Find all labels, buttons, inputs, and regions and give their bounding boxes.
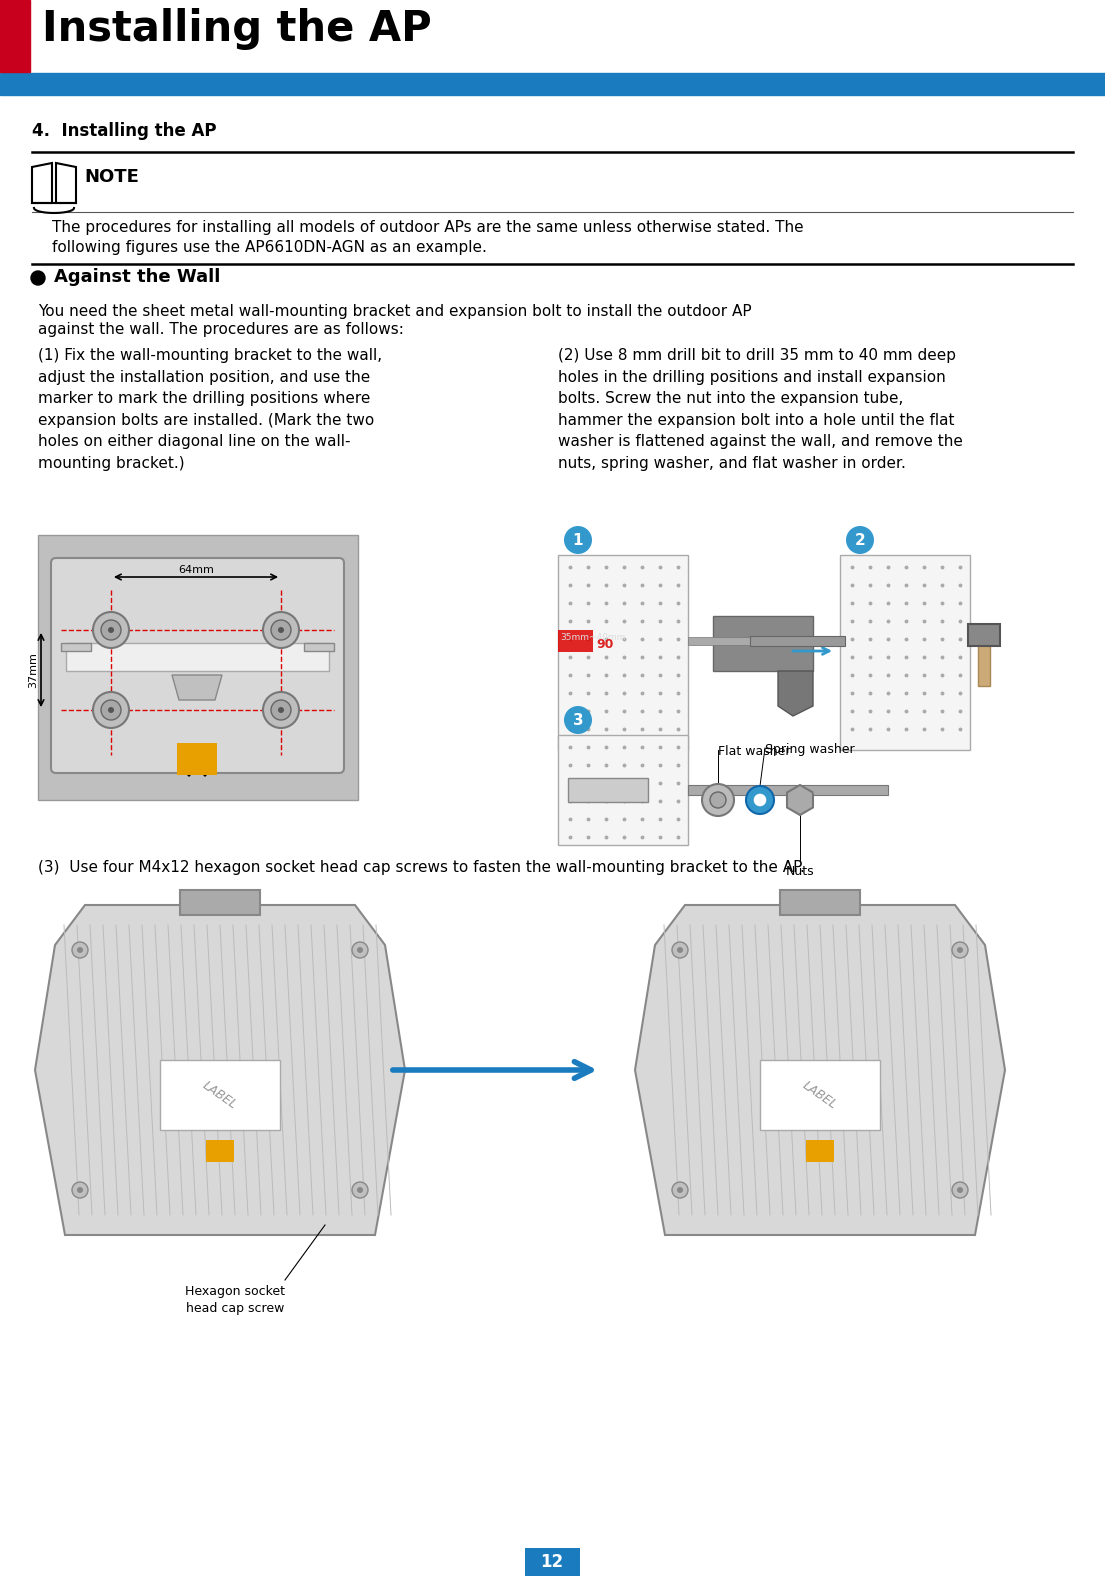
Bar bbox=[806, 1140, 834, 1162]
Bar bbox=[568, 777, 648, 803]
Circle shape bbox=[271, 621, 291, 640]
Text: The procedures for installing all models of outdoor APs are the same unless othe: The procedures for installing all models… bbox=[52, 220, 803, 234]
Bar bbox=[558, 630, 593, 652]
Bar bbox=[0, 73, 1105, 95]
Circle shape bbox=[77, 1187, 83, 1194]
Bar bbox=[750, 636, 845, 646]
Bar bbox=[780, 890, 860, 915]
Circle shape bbox=[953, 1183, 968, 1198]
Polygon shape bbox=[635, 905, 1006, 1235]
Circle shape bbox=[271, 700, 291, 720]
Bar bbox=[978, 625, 990, 685]
Circle shape bbox=[108, 627, 114, 633]
Circle shape bbox=[263, 692, 299, 728]
Circle shape bbox=[263, 613, 299, 647]
Circle shape bbox=[957, 947, 962, 953]
Text: Against the Wall: Against the Wall bbox=[54, 268, 220, 287]
Text: Nuts: Nuts bbox=[786, 864, 814, 879]
Polygon shape bbox=[32, 163, 52, 203]
Text: 35mm~40mm: 35mm~40mm bbox=[560, 633, 625, 643]
Circle shape bbox=[564, 706, 592, 735]
Circle shape bbox=[278, 708, 284, 712]
Text: 2: 2 bbox=[854, 532, 865, 548]
Bar bbox=[688, 785, 888, 795]
Polygon shape bbox=[778, 671, 813, 716]
Circle shape bbox=[746, 787, 773, 814]
Polygon shape bbox=[56, 163, 76, 203]
Text: You need the sheet metal wall-mounting bracket and expansion bolt to install the: You need the sheet metal wall-mounting b… bbox=[38, 304, 751, 320]
Bar bbox=[760, 1061, 880, 1130]
Text: 1: 1 bbox=[572, 532, 583, 548]
Bar bbox=[558, 735, 688, 845]
Text: Installing the AP: Installing the AP bbox=[42, 8, 432, 51]
Circle shape bbox=[352, 1183, 368, 1198]
Circle shape bbox=[564, 526, 592, 554]
Circle shape bbox=[357, 1187, 364, 1194]
Polygon shape bbox=[35, 905, 406, 1235]
Bar bbox=[840, 556, 970, 750]
Circle shape bbox=[846, 526, 874, 554]
Bar bbox=[61, 643, 91, 651]
Circle shape bbox=[711, 792, 726, 807]
Circle shape bbox=[352, 942, 368, 958]
Circle shape bbox=[77, 947, 83, 953]
Text: (1) Fix the wall-mounting bracket to the wall,
adjust the installation position,: (1) Fix the wall-mounting bracket to the… bbox=[38, 348, 382, 472]
Text: LABEL: LABEL bbox=[200, 1078, 240, 1111]
Text: 4.  Installing the AP: 4. Installing the AP bbox=[32, 122, 217, 139]
Circle shape bbox=[93, 692, 129, 728]
Bar bbox=[160, 1061, 280, 1130]
Text: Hexagon socket
head cap screw: Hexagon socket head cap screw bbox=[185, 1285, 285, 1315]
Bar bbox=[688, 636, 788, 644]
Text: Flat washer: Flat washer bbox=[718, 746, 790, 758]
Bar bbox=[525, 1548, 580, 1577]
Bar bbox=[968, 624, 1000, 646]
Circle shape bbox=[101, 700, 122, 720]
Bar bbox=[66, 643, 329, 671]
Text: NOTE: NOTE bbox=[84, 168, 139, 185]
Text: 12: 12 bbox=[540, 1553, 564, 1570]
Circle shape bbox=[108, 708, 114, 712]
Text: (3)  Use four M4x12 hexagon socket head cap screws to fasten the wall-mounting b: (3) Use four M4x12 hexagon socket head c… bbox=[38, 860, 804, 875]
Circle shape bbox=[672, 1183, 688, 1198]
Text: 37mm: 37mm bbox=[28, 652, 38, 689]
Circle shape bbox=[278, 627, 284, 633]
Polygon shape bbox=[172, 674, 222, 700]
Text: LABEL: LABEL bbox=[800, 1078, 840, 1111]
Text: (2) Use 8 mm drill bit to drill 35 mm to 40 mm deep
holes in the drilling positi: (2) Use 8 mm drill bit to drill 35 mm to… bbox=[558, 348, 962, 472]
Circle shape bbox=[72, 942, 88, 958]
Circle shape bbox=[753, 793, 767, 807]
Bar bbox=[713, 616, 813, 671]
Text: against the wall. The procedures are as follows:: against the wall. The procedures are as … bbox=[38, 321, 403, 337]
Circle shape bbox=[702, 784, 734, 815]
Circle shape bbox=[677, 1187, 683, 1194]
Circle shape bbox=[31, 271, 45, 285]
Bar bbox=[558, 556, 688, 750]
Circle shape bbox=[672, 942, 688, 958]
Polygon shape bbox=[787, 785, 813, 815]
Bar bbox=[206, 1140, 234, 1162]
Circle shape bbox=[93, 613, 129, 647]
Bar bbox=[177, 742, 217, 776]
Text: 64mm: 64mm bbox=[178, 565, 214, 575]
Text: Spring washer: Spring washer bbox=[765, 742, 854, 757]
Circle shape bbox=[72, 1183, 88, 1198]
Circle shape bbox=[101, 621, 122, 640]
Text: 90: 90 bbox=[596, 638, 613, 651]
Bar bbox=[304, 643, 334, 651]
Bar bbox=[0, 0, 30, 71]
Text: following figures use the AP6610DN-AGN as an example.: following figures use the AP6610DN-AGN a… bbox=[52, 241, 487, 255]
Circle shape bbox=[953, 942, 968, 958]
FancyBboxPatch shape bbox=[51, 557, 344, 773]
Circle shape bbox=[357, 947, 364, 953]
Bar bbox=[180, 890, 260, 915]
Text: 3: 3 bbox=[572, 712, 583, 728]
Circle shape bbox=[957, 1187, 962, 1194]
Bar bbox=[38, 535, 358, 799]
Circle shape bbox=[677, 947, 683, 953]
